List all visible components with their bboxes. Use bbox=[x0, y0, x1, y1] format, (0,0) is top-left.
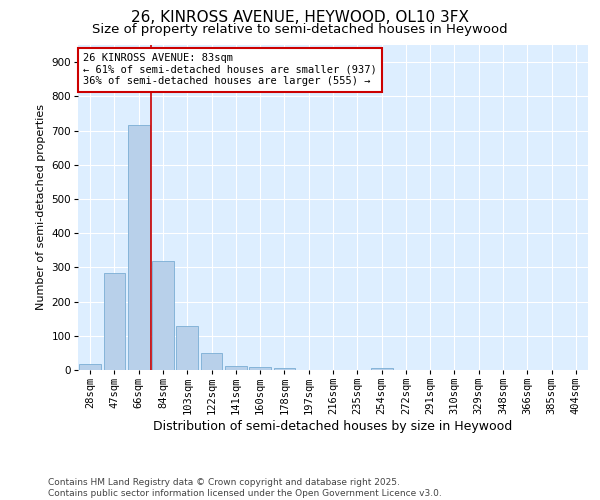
Bar bbox=[200, 353, 223, 370]
Bar bbox=[128, 126, 149, 370]
Text: 26 KINROSS AVENUE: 83sqm
← 61% of semi-detached houses are smaller (937)
36% of : 26 KINROSS AVENUE: 83sqm ← 61% of semi-d… bbox=[83, 53, 377, 86]
Bar bbox=[176, 326, 198, 370]
Bar bbox=[274, 368, 295, 370]
Text: 26, KINROSS AVENUE, HEYWOOD, OL10 3FX: 26, KINROSS AVENUE, HEYWOOD, OL10 3FX bbox=[131, 10, 469, 25]
Y-axis label: Number of semi-detached properties: Number of semi-detached properties bbox=[36, 104, 46, 310]
Bar bbox=[79, 364, 101, 370]
Bar bbox=[249, 366, 271, 370]
Bar bbox=[152, 260, 174, 370]
Text: Size of property relative to semi-detached houses in Heywood: Size of property relative to semi-detach… bbox=[92, 22, 508, 36]
Bar bbox=[104, 272, 125, 370]
X-axis label: Distribution of semi-detached houses by size in Heywood: Distribution of semi-detached houses by … bbox=[154, 420, 512, 433]
Text: Contains HM Land Registry data © Crown copyright and database right 2025.
Contai: Contains HM Land Registry data © Crown c… bbox=[48, 478, 442, 498]
Bar bbox=[225, 366, 247, 370]
Bar bbox=[371, 368, 392, 370]
